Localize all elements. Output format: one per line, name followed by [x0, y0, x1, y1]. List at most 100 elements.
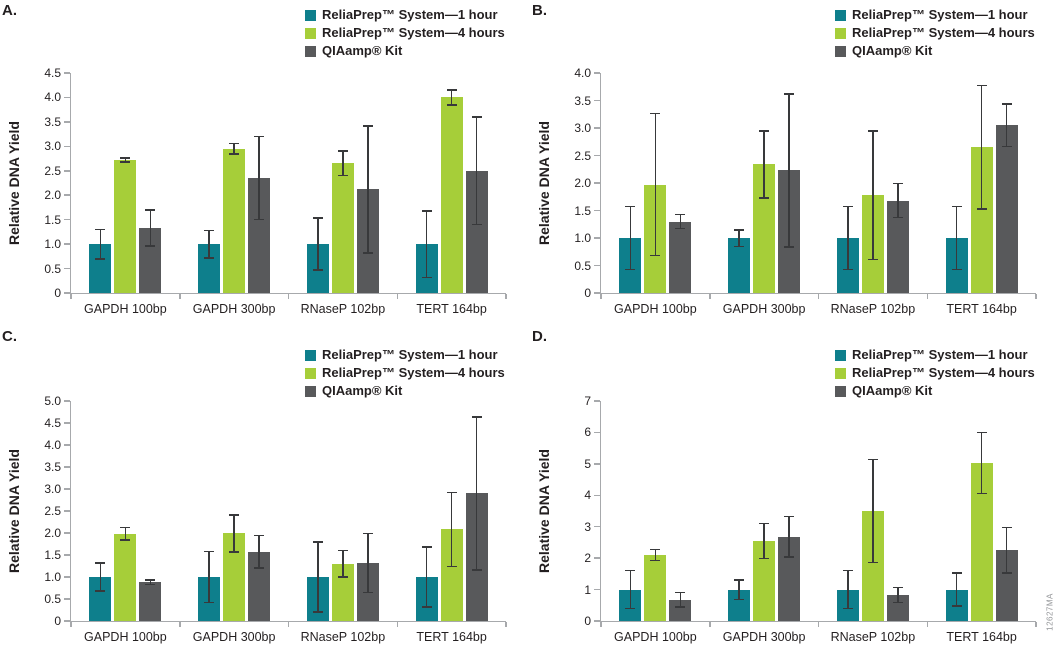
- legend-label: ReliaPrep™ System—1 hour: [322, 347, 498, 362]
- error-bar-cap: [446, 104, 457, 106]
- bar: [139, 582, 162, 621]
- y-axis-tick-label: 3.5: [44, 114, 61, 129]
- y-axis-tick-label: 2.5: [44, 504, 61, 518]
- error-bar-cap: [842, 205, 853, 208]
- x-axis-tick: [600, 622, 602, 627]
- x-category-label: TERT 164bp: [946, 302, 1017, 316]
- error-bar-cap: [650, 559, 661, 562]
- y-axis-tick: [63, 510, 70, 512]
- y-axis-tick: [63, 267, 70, 270]
- error-bar-cap: [625, 268, 636, 271]
- error-bar-line: [342, 151, 344, 176]
- y-axis-tick-label: 2.0: [44, 188, 61, 203]
- y-axis-tick-label: 5.0: [44, 394, 61, 408]
- error-bar-cap: [204, 229, 215, 232]
- legend-label: ReliaPrep™ System—1 hour: [852, 347, 1028, 362]
- y-axis-tick-label: 3: [584, 519, 591, 534]
- error-bar-cap: [892, 601, 903, 604]
- y-axis-tick-label: 4.0: [574, 66, 591, 80]
- y-axis-tick: [593, 463, 600, 465]
- y-axis-tick: [63, 444, 70, 446]
- y-axis-tick: [593, 264, 600, 267]
- error-bar-cap: [1001, 145, 1012, 148]
- x-category-label: TERT 164bp: [946, 630, 1017, 644]
- error-bar-cap: [976, 431, 987, 434]
- chart-legend: ReliaPrep™ System—1 hour ReliaPrep™ Syste…: [305, 348, 505, 398]
- y-axis-tick: [593, 588, 600, 591]
- y-axis-tick: [63, 620, 70, 622]
- y-axis-tick: [593, 154, 600, 157]
- error-bar-cap: [759, 522, 770, 524]
- y-axis-tick: [593, 99, 600, 102]
- y-axis-tick-label: 1.5: [44, 548, 61, 562]
- legend-item: QIAamp® Kit: [305, 384, 505, 398]
- plot-area: 0 1 2 3 4 5 6 7 GAPDH 100bp GAPDH 300bp RNaseP 102…: [584, 395, 1037, 644]
- error-bar-cap: [312, 269, 323, 271]
- legend-item: ReliaPrep™ System—1 hour: [835, 348, 1035, 362]
- legend-swatch-icon: [835, 367, 846, 379]
- y-axis-tick-label: 2.0: [44, 526, 61, 540]
- y-axis-tick-label: 4: [584, 488, 591, 503]
- x-category-label: RNaseP 102bp: [300, 302, 386, 316]
- error-bar-line: [763, 523, 765, 559]
- error-bar-line: [317, 218, 319, 270]
- error-bar-line: [475, 416, 478, 570]
- panel-letter-label: A.: [2, 2, 17, 19]
- legend-swatch-icon: [835, 27, 846, 39]
- chart-legend: ReliaPrep™ System—1 hour ReliaPrep™ Syste…: [835, 8, 1035, 58]
- y-axis-tick: [63, 194, 70, 196]
- error-bar-line: [872, 130, 874, 260]
- bar: [89, 577, 112, 621]
- error-bar-cap: [204, 601, 215, 604]
- error-bar-cap: [625, 569, 636, 572]
- bar: [440, 97, 463, 293]
- y-axis-tick: [593, 237, 600, 239]
- legend-swatch-icon: [835, 9, 846, 21]
- y-axis-tick-label: 3.0: [574, 121, 591, 135]
- bar: [248, 178, 271, 293]
- legend-swatch-icon: [835, 45, 846, 57]
- bar: [669, 221, 692, 293]
- error-bar-cap: [421, 546, 432, 548]
- y-axis-tick-label: 4.0: [44, 438, 61, 452]
- x-axis-tick: [817, 622, 820, 627]
- error-bar-cap: [312, 611, 323, 613]
- error-bar-cap: [892, 216, 903, 219]
- error-bar-cap: [421, 276, 432, 279]
- error-bar-cap: [759, 130, 770, 132]
- error-bar-line: [124, 158, 127, 162]
- legend-item: ReliaPrep™ System—4 hours: [305, 366, 505, 380]
- error-bar-cap: [229, 551, 240, 553]
- error-bar-cap: [446, 491, 457, 494]
- error-bar-cap: [471, 116, 482, 118]
- error-bar-line: [897, 183, 899, 218]
- error-bar-line: [1005, 527, 1008, 574]
- error-bar-cap: [650, 254, 661, 257]
- bar: [114, 533, 137, 621]
- error-bar-line: [847, 206, 849, 270]
- y-axis-tick-label: 3.0: [44, 139, 61, 154]
- error-bar-line: [450, 90, 453, 105]
- error-bar-line: [955, 572, 958, 607]
- error-bar-cap: [842, 607, 853, 610]
- legend-item: QIAamp® Kit: [305, 44, 505, 58]
- legend-swatch-icon: [835, 385, 846, 397]
- y-axis-tick: [63, 532, 70, 534]
- bar: [778, 536, 801, 621]
- x-category-label: GAPDH 300bp: [192, 630, 276, 644]
- error-bar-cap: [95, 562, 106, 564]
- y-axis-tick: [593, 494, 600, 497]
- y-axis-tick-label: 3.5: [574, 93, 591, 108]
- y-axis-tick-label: 2.5: [44, 163, 61, 178]
- error-bar-cap: [625, 607, 636, 610]
- x-category-label: GAPDH 100bp: [614, 302, 697, 316]
- error-bar-cap: [867, 458, 878, 461]
- y-axis-tick: [63, 400, 70, 402]
- bar: [728, 238, 751, 293]
- error-bar-line: [208, 230, 210, 258]
- error-bar-cap: [421, 606, 432, 608]
- y-axis-tick: [593, 431, 600, 434]
- bar: [331, 163, 354, 293]
- legend-item: ReliaPrep™ System—4 hours: [835, 26, 1035, 40]
